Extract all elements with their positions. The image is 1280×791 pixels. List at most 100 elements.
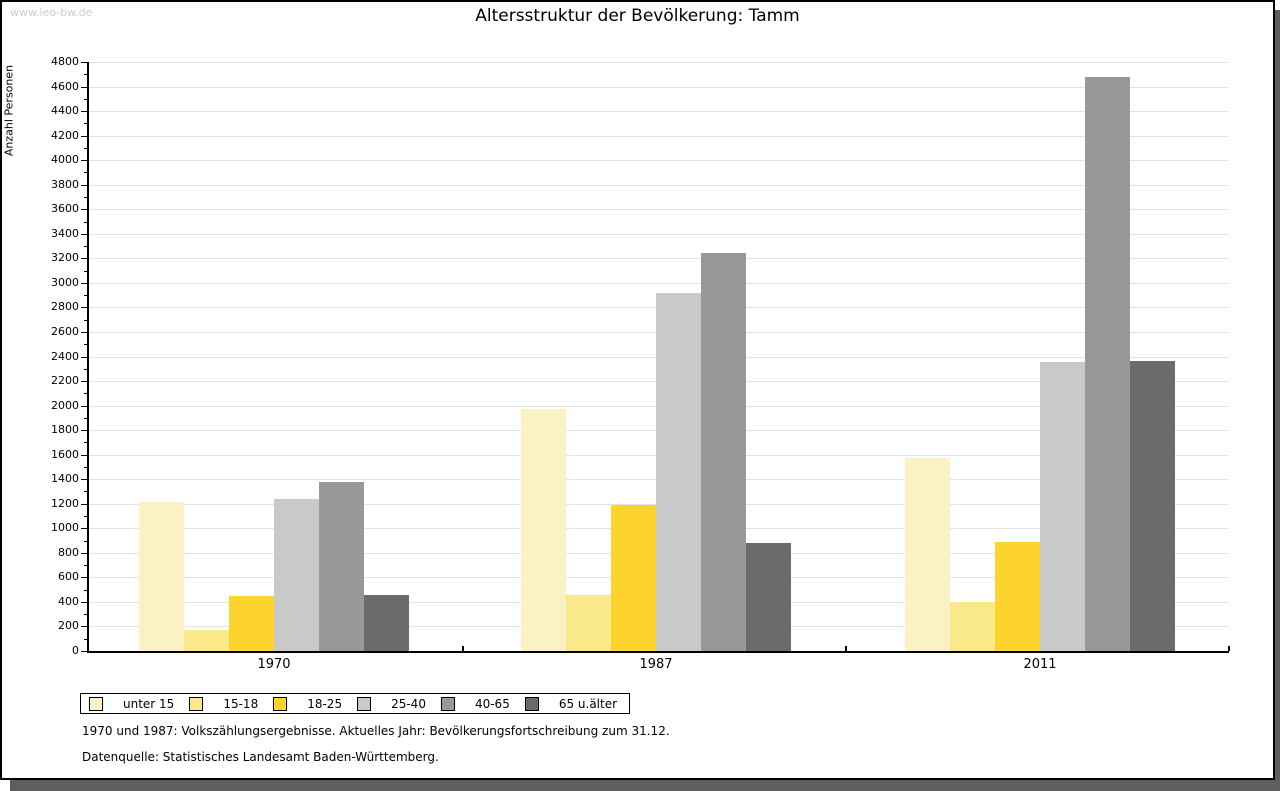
bar-1970-65-u-lter [364, 595, 409, 651]
legend-swatch-icon [89, 696, 103, 711]
footnote-datasource: Datenquelle: Statistisches Landesamt Bad… [82, 750, 439, 764]
y-tick-major [81, 258, 88, 259]
gridline [88, 185, 1228, 186]
bar-2011-40-65 [1085, 77, 1130, 651]
y-tick-label: 4200 [51, 129, 79, 142]
y-tick-major [81, 504, 88, 505]
y-tick-label: 2400 [51, 350, 79, 363]
legend-swatch-icon [357, 696, 372, 711]
y-tick-major [81, 577, 88, 578]
y-tick-major [81, 381, 88, 382]
bar-2011-unter-15 [905, 458, 950, 651]
y-tick-major [81, 479, 88, 480]
y-tick-label: 1600 [51, 448, 79, 461]
y-tick-label: 2200 [51, 374, 79, 387]
gridline [88, 209, 1228, 210]
y-tick-label: 1800 [51, 423, 79, 436]
x-tick [1228, 646, 1230, 651]
gridline [88, 283, 1228, 284]
legend-entry: 18-25 [273, 696, 343, 711]
y-tick-label: 3000 [51, 276, 79, 289]
x-tick [845, 646, 847, 651]
bar-1987-25-40 [656, 293, 701, 651]
y-tick-minor [84, 295, 88, 296]
legend-entry: unter 15 [89, 696, 175, 711]
y-tick-minor [84, 541, 88, 542]
footnote-sources: 1970 und 1987: Volkszählungsergebnisse. … [82, 724, 670, 738]
y-tick-major [81, 185, 88, 186]
y-tick-label: 4600 [51, 80, 79, 93]
bar-1987-40-65 [701, 253, 746, 651]
y-tick-major [81, 553, 88, 554]
y-tick-major [81, 406, 88, 407]
gridline [88, 160, 1228, 161]
y-tick-label: 2000 [51, 399, 79, 412]
bar-2011-15-18 [950, 602, 995, 651]
y-tick-label: 1000 [51, 521, 79, 534]
y-tick-major [81, 136, 88, 137]
y-tick-label: 4800 [51, 55, 79, 68]
legend-label: 15-18 [223, 696, 259, 711]
x-category-label: 1987 [639, 657, 673, 672]
y-tick-label: 200 [58, 619, 79, 632]
legend-label: 18-25 [307, 696, 343, 711]
legend-entry: 15-18 [189, 696, 259, 711]
gridline [88, 258, 1228, 259]
y-tick-minor [84, 197, 88, 198]
y-tick-minor [84, 320, 88, 321]
gridline [88, 136, 1228, 137]
x-category-label: 2011 [1023, 657, 1057, 672]
y-tick-major [81, 430, 88, 431]
y-tick-label: 800 [58, 546, 79, 559]
y-tick-major [81, 602, 88, 603]
y-tick-minor [84, 590, 88, 591]
y-tick-minor [84, 369, 88, 370]
legend: unter 15 15-18 18-25 25-40 40-65 65 u.älter [80, 693, 631, 714]
y-tick-minor [84, 639, 88, 640]
bar-1970-18-25 [229, 596, 274, 651]
frame-shadow-right [1275, 10, 1280, 791]
y-tick-label: 3400 [51, 227, 79, 240]
chart-title: Altersstruktur der Bevölkerung: Tamm [475, 6, 800, 26]
y-tick-label: 1200 [51, 497, 79, 510]
bar-1987-65-u-lter [746, 543, 791, 651]
watermark: www.leo-bw.de [10, 6, 93, 19]
legend-label: 65 u.älter [558, 696, 618, 711]
bar-1987-unter-15 [521, 409, 566, 651]
y-tick-major [81, 62, 88, 63]
legend-entry: 65 u.älter [524, 696, 618, 711]
y-tick-major [81, 87, 88, 88]
y-tick-label: 3800 [51, 178, 79, 191]
bar-1970-25-40 [274, 499, 319, 651]
y-tick-label: 1400 [51, 472, 79, 485]
bar-1970-15-18 [184, 630, 229, 651]
legend-entry: 40-65 [440, 696, 510, 711]
bar-2011-25-40 [1040, 362, 1085, 651]
y-tick-label: 4000 [51, 153, 79, 166]
legend-swatch-icon [273, 696, 288, 711]
legend-swatch-icon [440, 696, 455, 711]
y-tick-minor [84, 99, 88, 100]
legend-swatch-icon [524, 696, 539, 711]
y-tick-minor [84, 614, 88, 615]
bar-1987-18-25 [611, 505, 656, 651]
legend-label: 40-65 [474, 696, 510, 711]
bar-1970-40-65 [319, 482, 364, 651]
y-tick-minor [84, 74, 88, 75]
y-tick-major [81, 209, 88, 210]
y-tick-minor [84, 246, 88, 247]
x-category-label: 1970 [257, 657, 291, 672]
gridline [88, 87, 1228, 88]
y-tick-label: 2800 [51, 300, 79, 313]
bar-1970-unter-15 [139, 502, 184, 651]
y-tick-minor [84, 123, 88, 124]
frame-shadow-bottom [10, 780, 1280, 791]
y-tick-minor [84, 344, 88, 345]
x-axis-line [87, 651, 1229, 653]
y-tick-major [81, 111, 88, 112]
legend-label: 25-40 [391, 696, 426, 711]
x-tick [462, 646, 464, 651]
legend-label: unter 15 [123, 696, 175, 711]
y-tick-minor [84, 565, 88, 566]
